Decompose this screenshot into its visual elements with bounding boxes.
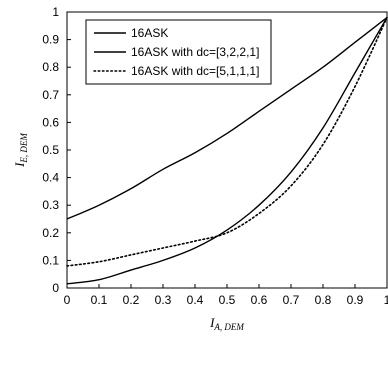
series-layer [66,16,388,285]
y-tick-label: 0.8 [42,60,59,74]
y-axis-label: IE, DEM [12,133,29,168]
legend-label-2: 16ASK with dc=[3,2,2,1] [131,45,259,59]
y-tick-label: 1 [52,5,59,19]
y-tick-labels: 0 0.1 0.2 0.3 0.4 0.5 0.6 0.7 0.8 0.9 1 [42,5,59,295]
x-axis-label-main: I [209,315,215,330]
x-tick-label: 0.3 [155,293,172,307]
x-tick-label: 0.7 [283,293,300,307]
x-tick-label: 0.4 [187,293,204,307]
y-tick-label: 0.9 [42,33,59,47]
x-tick-label: 0.2 [123,293,140,307]
x-tick-label: 0.5 [219,293,236,307]
series-line-1 [66,16,388,220]
y-axis-label-sub: E, DEM [19,133,29,164]
x-tick-label: 0.9 [347,293,364,307]
legend-label-1: 16ASK [131,26,168,40]
y-tick-label: 0.1 [42,253,59,267]
x-tick-labels: 0 0.1 0.2 0.3 0.4 0.5 0.6 0.7 0.8 0.9 1 [64,293,388,307]
x-tick-label: 1 [384,293,388,307]
y-tick-label: 0.5 [42,143,59,157]
x-tick-label: 0.1 [91,293,108,307]
y-axis-label-main: I [12,162,27,168]
series-line-2 [66,17,388,285]
x-tick-label: 0 [64,293,71,307]
legend: 16ASK 16ASK with dc=[3,2,2,1] 16ASK with d… [85,19,272,85]
y-tick-label: 0.7 [42,88,59,102]
y-tick-label: 0.4 [42,171,59,185]
y-tick-label: 0.2 [42,226,59,240]
legend-label-3: 16ASK with dc=[5,1,1,1] [131,64,259,78]
series-line-3 [66,16,388,267]
y-tick-label: 0.6 [42,115,59,129]
tick-marks [66,11,388,289]
x-tick-label: 0.6 [251,293,268,307]
y-tick-label: 0.3 [42,198,59,212]
x-axis-label: IA, DEM [209,315,244,332]
y-tick-label: 0 [52,281,59,295]
x-tick-label: 0.8 [315,293,332,307]
x-axis-label-sub: A, DEM [213,322,244,332]
